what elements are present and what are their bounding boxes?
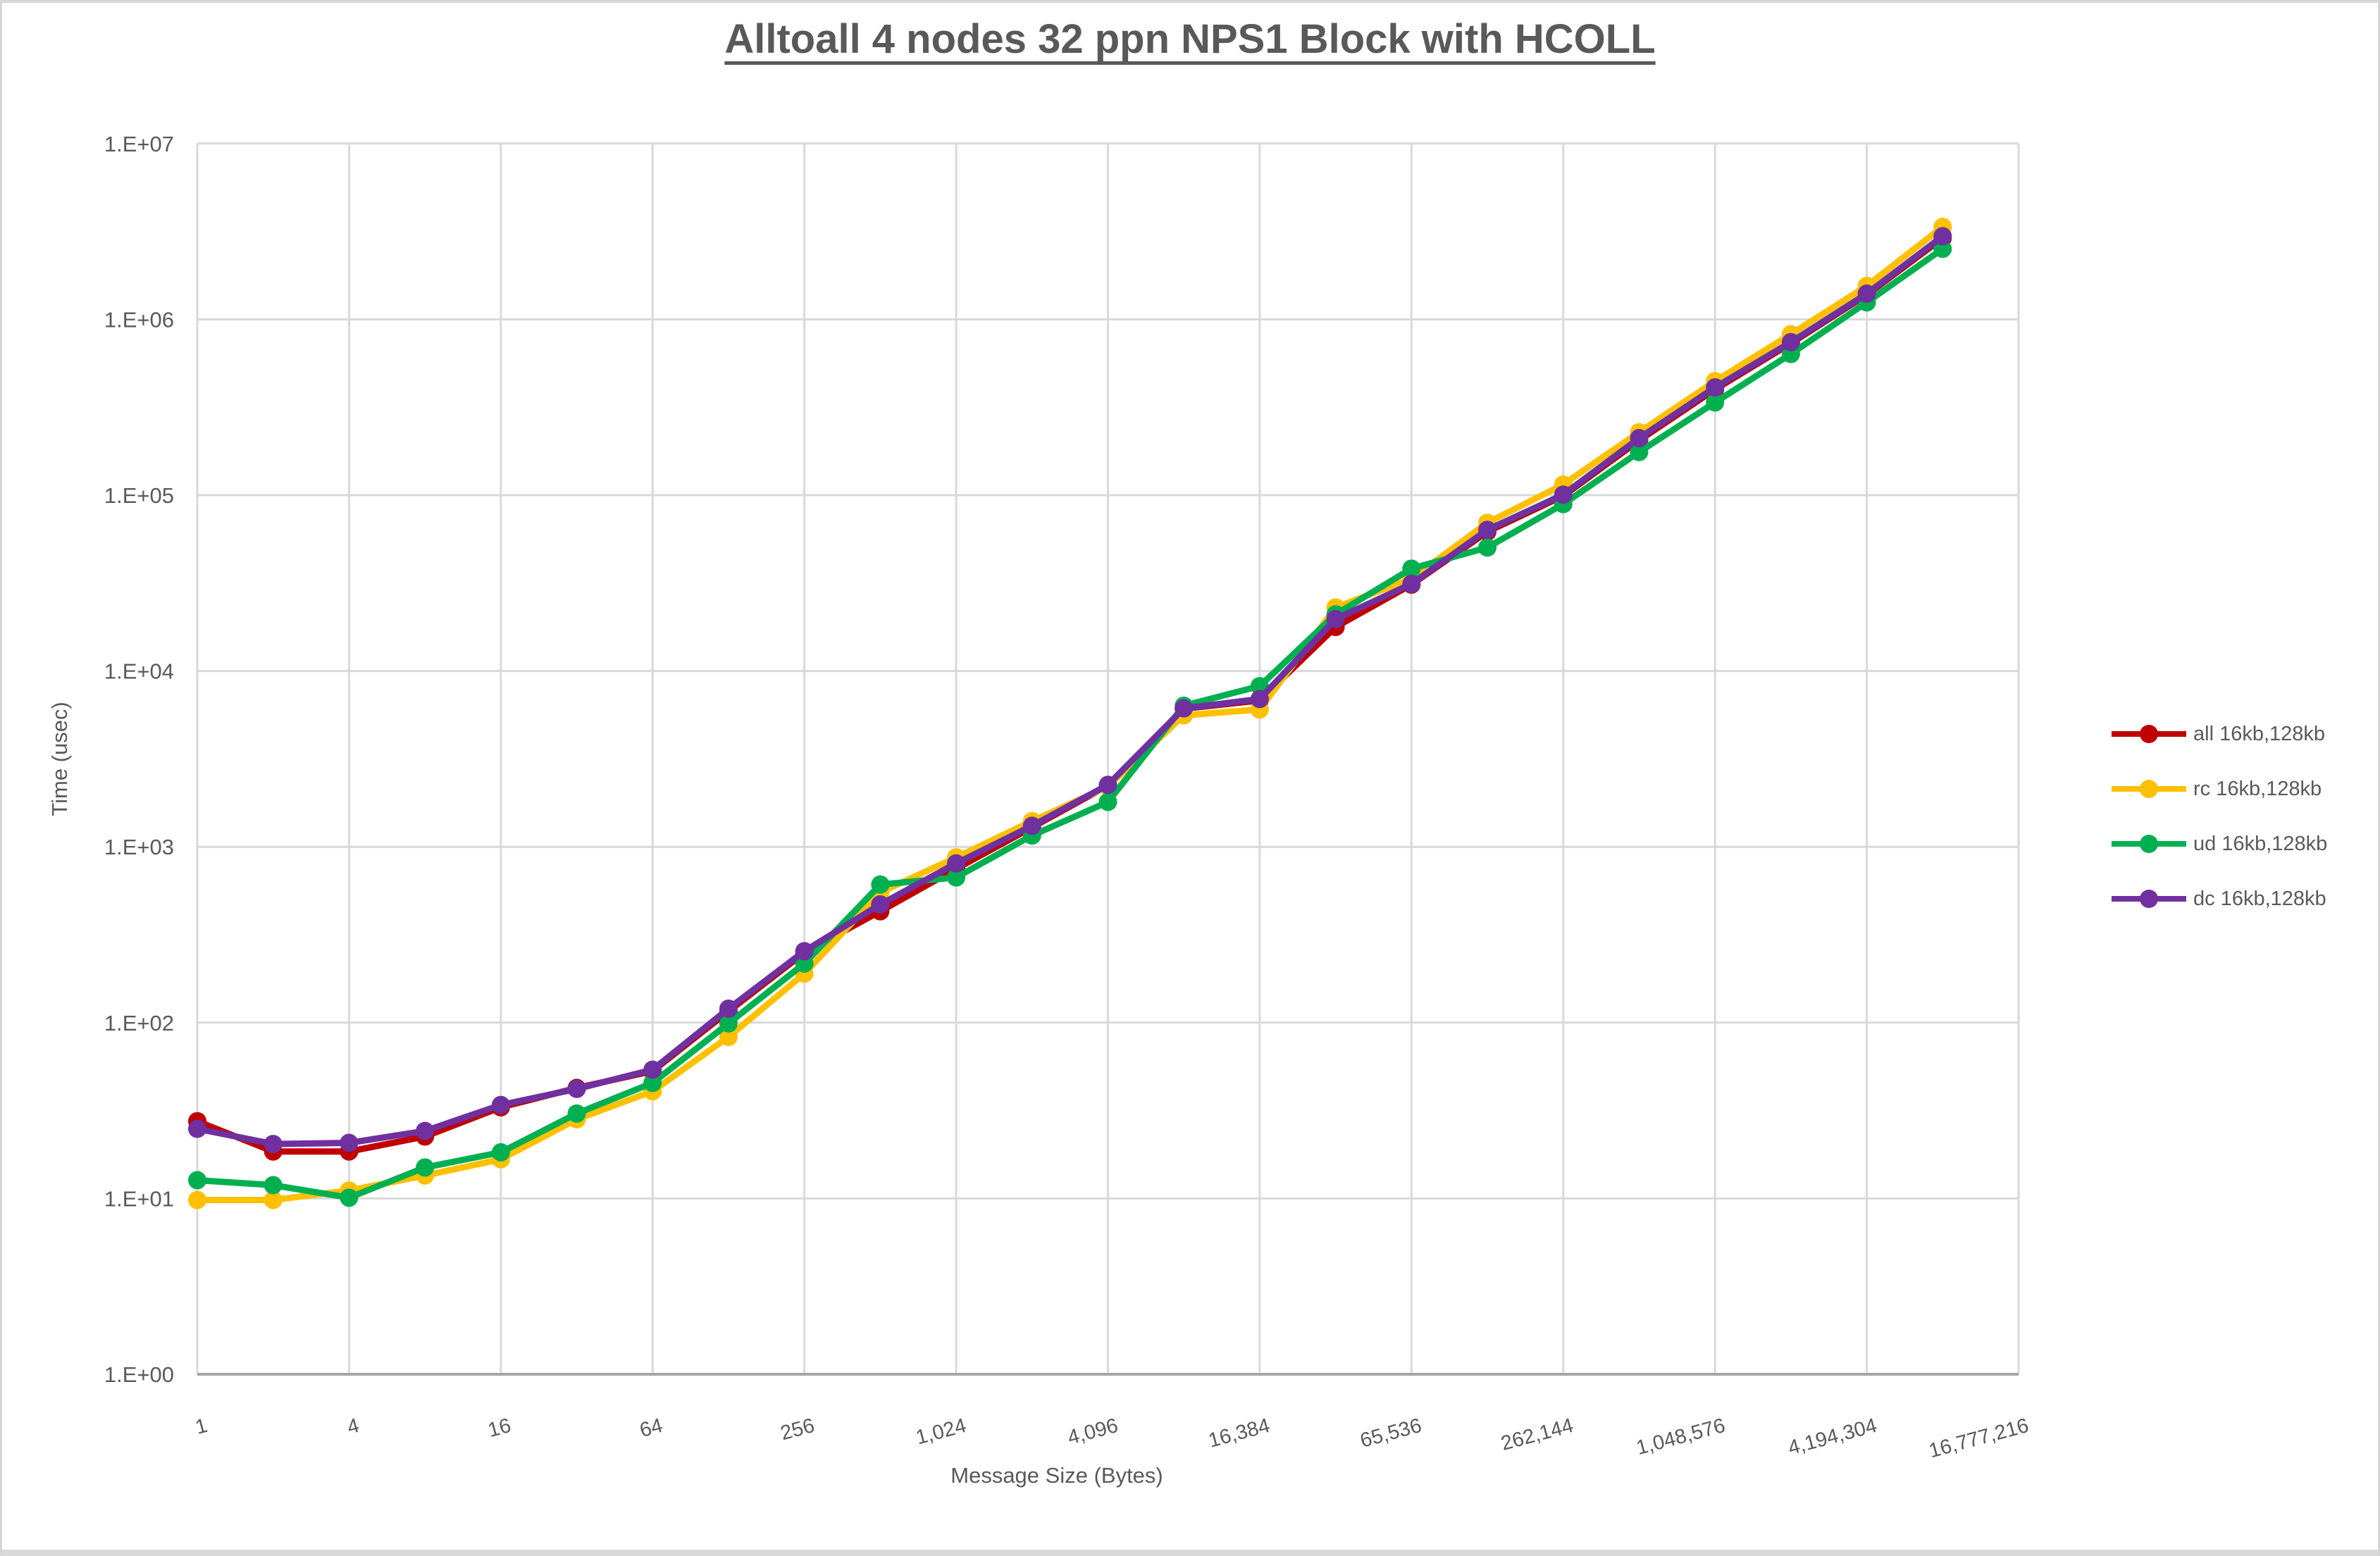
x-axis-tick-label: 16,384: [1206, 1414, 1272, 1452]
x-axis-tick-label: 1,048,576: [1634, 1414, 1728, 1459]
y-axis-tick-label: 1.E+03: [104, 835, 174, 859]
data-point-dc: [188, 1119, 206, 1138]
data-point-dc: [1706, 378, 1725, 397]
x-axis-tick-label: 16,777,216: [1926, 1414, 2031, 1462]
legend-label-ud: ud 16kb,128kb: [2193, 832, 2328, 855]
frame-bottom-edge: [0, 1550, 2380, 1556]
legend: all 16kb,128kb rc 16kb,128kb ud 16kb,128…: [2110, 722, 2328, 910]
y-axis-tick-label: 1.E+01: [104, 1186, 174, 1211]
frame-top-edge: [0, 0, 2380, 3]
y-axis-title: Time (usec): [47, 702, 72, 816]
x-axis-tick-label: 1,024: [914, 1414, 969, 1450]
data-point-dc: [947, 854, 966, 873]
data-point-ud: [1402, 559, 1421, 578]
data-point-ud: [188, 1171, 206, 1190]
y-axis-tick-label: 1.E+06: [104, 307, 174, 332]
legend-item-ud: ud 16kb,128kb: [2110, 832, 2328, 855]
data-point-ud: [871, 875, 890, 894]
legend-label-dc: dc 16kb,128kb: [2193, 887, 2326, 910]
x-axis-tick-label: 4,194,304: [1785, 1414, 1879, 1459]
data-point-ud: [719, 1014, 738, 1033]
legend-marker-ud: [2112, 835, 2186, 853]
data-point-dc: [1857, 284, 1876, 303]
data-point-dc: [491, 1095, 510, 1114]
y-axis-tick-label: 1.E+02: [104, 1011, 174, 1035]
legend-dot-all: [2140, 725, 2158, 743]
x-axis-tick-label: 16: [485, 1414, 513, 1442]
data-point-ud: [1630, 442, 1649, 461]
y-axis-tick-label: 1.E+00: [104, 1362, 174, 1387]
legend-dot-ud: [2140, 835, 2158, 853]
data-point-dc: [1478, 521, 1497, 540]
data-point-ud: [491, 1143, 510, 1162]
x-axis-tick-label: 256: [778, 1414, 817, 1445]
legend-dot-rc: [2140, 780, 2158, 798]
data-point-ud: [1706, 393, 1725, 412]
legend-marker-all: [2112, 725, 2186, 743]
data-point-dc: [795, 942, 814, 961]
data-point-rc: [188, 1190, 206, 1209]
legend-item-all: all 16kb,128kb: [2110, 722, 2327, 745]
chart-title: Alltoall 4 nodes 32 ppn NPS1 Block with …: [724, 16, 1656, 62]
data-point-dc: [1781, 332, 1800, 351]
data-point-ud: [264, 1176, 283, 1195]
legend-label-rc: rc 16kb,128kb: [2193, 777, 2322, 800]
data-point-dc: [1174, 699, 1194, 718]
data-point-dc: [340, 1133, 359, 1152]
data-point-ud: [1478, 538, 1497, 557]
x-axis-tick-label: 65,536: [1358, 1414, 1424, 1452]
legend-item-dc: dc 16kb,128kb: [2110, 887, 2327, 910]
y-axis-tick-label: 1.E+07: [104, 132, 174, 156]
legend-label-all: all 16kb,128kb: [2193, 722, 2326, 745]
x-axis-tick-label: 1: [193, 1414, 210, 1439]
data-point-dc: [416, 1121, 435, 1140]
data-point-dc: [1402, 574, 1421, 593]
data-point-dc: [1250, 690, 1269, 709]
x-axis-tick-label: 4,096: [1065, 1414, 1120, 1450]
data-point-dc: [1554, 485, 1573, 504]
legend-marker-rc: [2112, 780, 2186, 798]
data-point-dc: [264, 1135, 283, 1154]
series-line-ud: [194, 245, 1946, 1201]
x-axis-tick-label: 64: [638, 1414, 665, 1442]
data-point-dc: [871, 895, 890, 914]
data-point-ud: [643, 1073, 662, 1093]
data-point-dc: [567, 1079, 586, 1098]
series-line-rc: [194, 223, 1946, 1204]
data-point-rc: [264, 1190, 283, 1209]
x-axis-tick-label: 4: [345, 1414, 361, 1439]
legend-dot-dc: [2140, 890, 2158, 908]
x-axis-title: Message Size (Bytes): [950, 1463, 1163, 1488]
series-line-dc: [194, 232, 1946, 1147]
data-point-dc: [719, 1000, 738, 1019]
data-point-ud: [567, 1104, 586, 1123]
data-point-dc: [1022, 816, 1041, 835]
data-point-dc: [1933, 227, 1952, 246]
frame-right-edge: [2378, 0, 2380, 1556]
data-point-ud: [1098, 792, 1117, 811]
data-point-ud: [947, 868, 966, 887]
data-point-dc: [1098, 776, 1117, 795]
y-axis-tick-label: 1.E+04: [104, 659, 174, 684]
data-point-dc: [643, 1060, 662, 1079]
x-axis-tick-label: 262,144: [1499, 1414, 1576, 1455]
data-point-ud: [1933, 239, 1952, 259]
data-point-dc: [1630, 429, 1649, 448]
frame-left-edge: [0, 0, 2, 1556]
data-point-rc: [719, 1027, 738, 1046]
legend-item-rc: rc 16kb,128kb: [2110, 777, 2327, 800]
series-line-all: [194, 235, 1946, 1155]
data-point-dc: [1326, 609, 1345, 628]
data-point-ud: [416, 1158, 435, 1177]
y-axis-tick-label: 1.E+05: [104, 483, 174, 508]
legend-marker-dc: [2112, 890, 2186, 908]
data-point-ud: [340, 1188, 359, 1207]
